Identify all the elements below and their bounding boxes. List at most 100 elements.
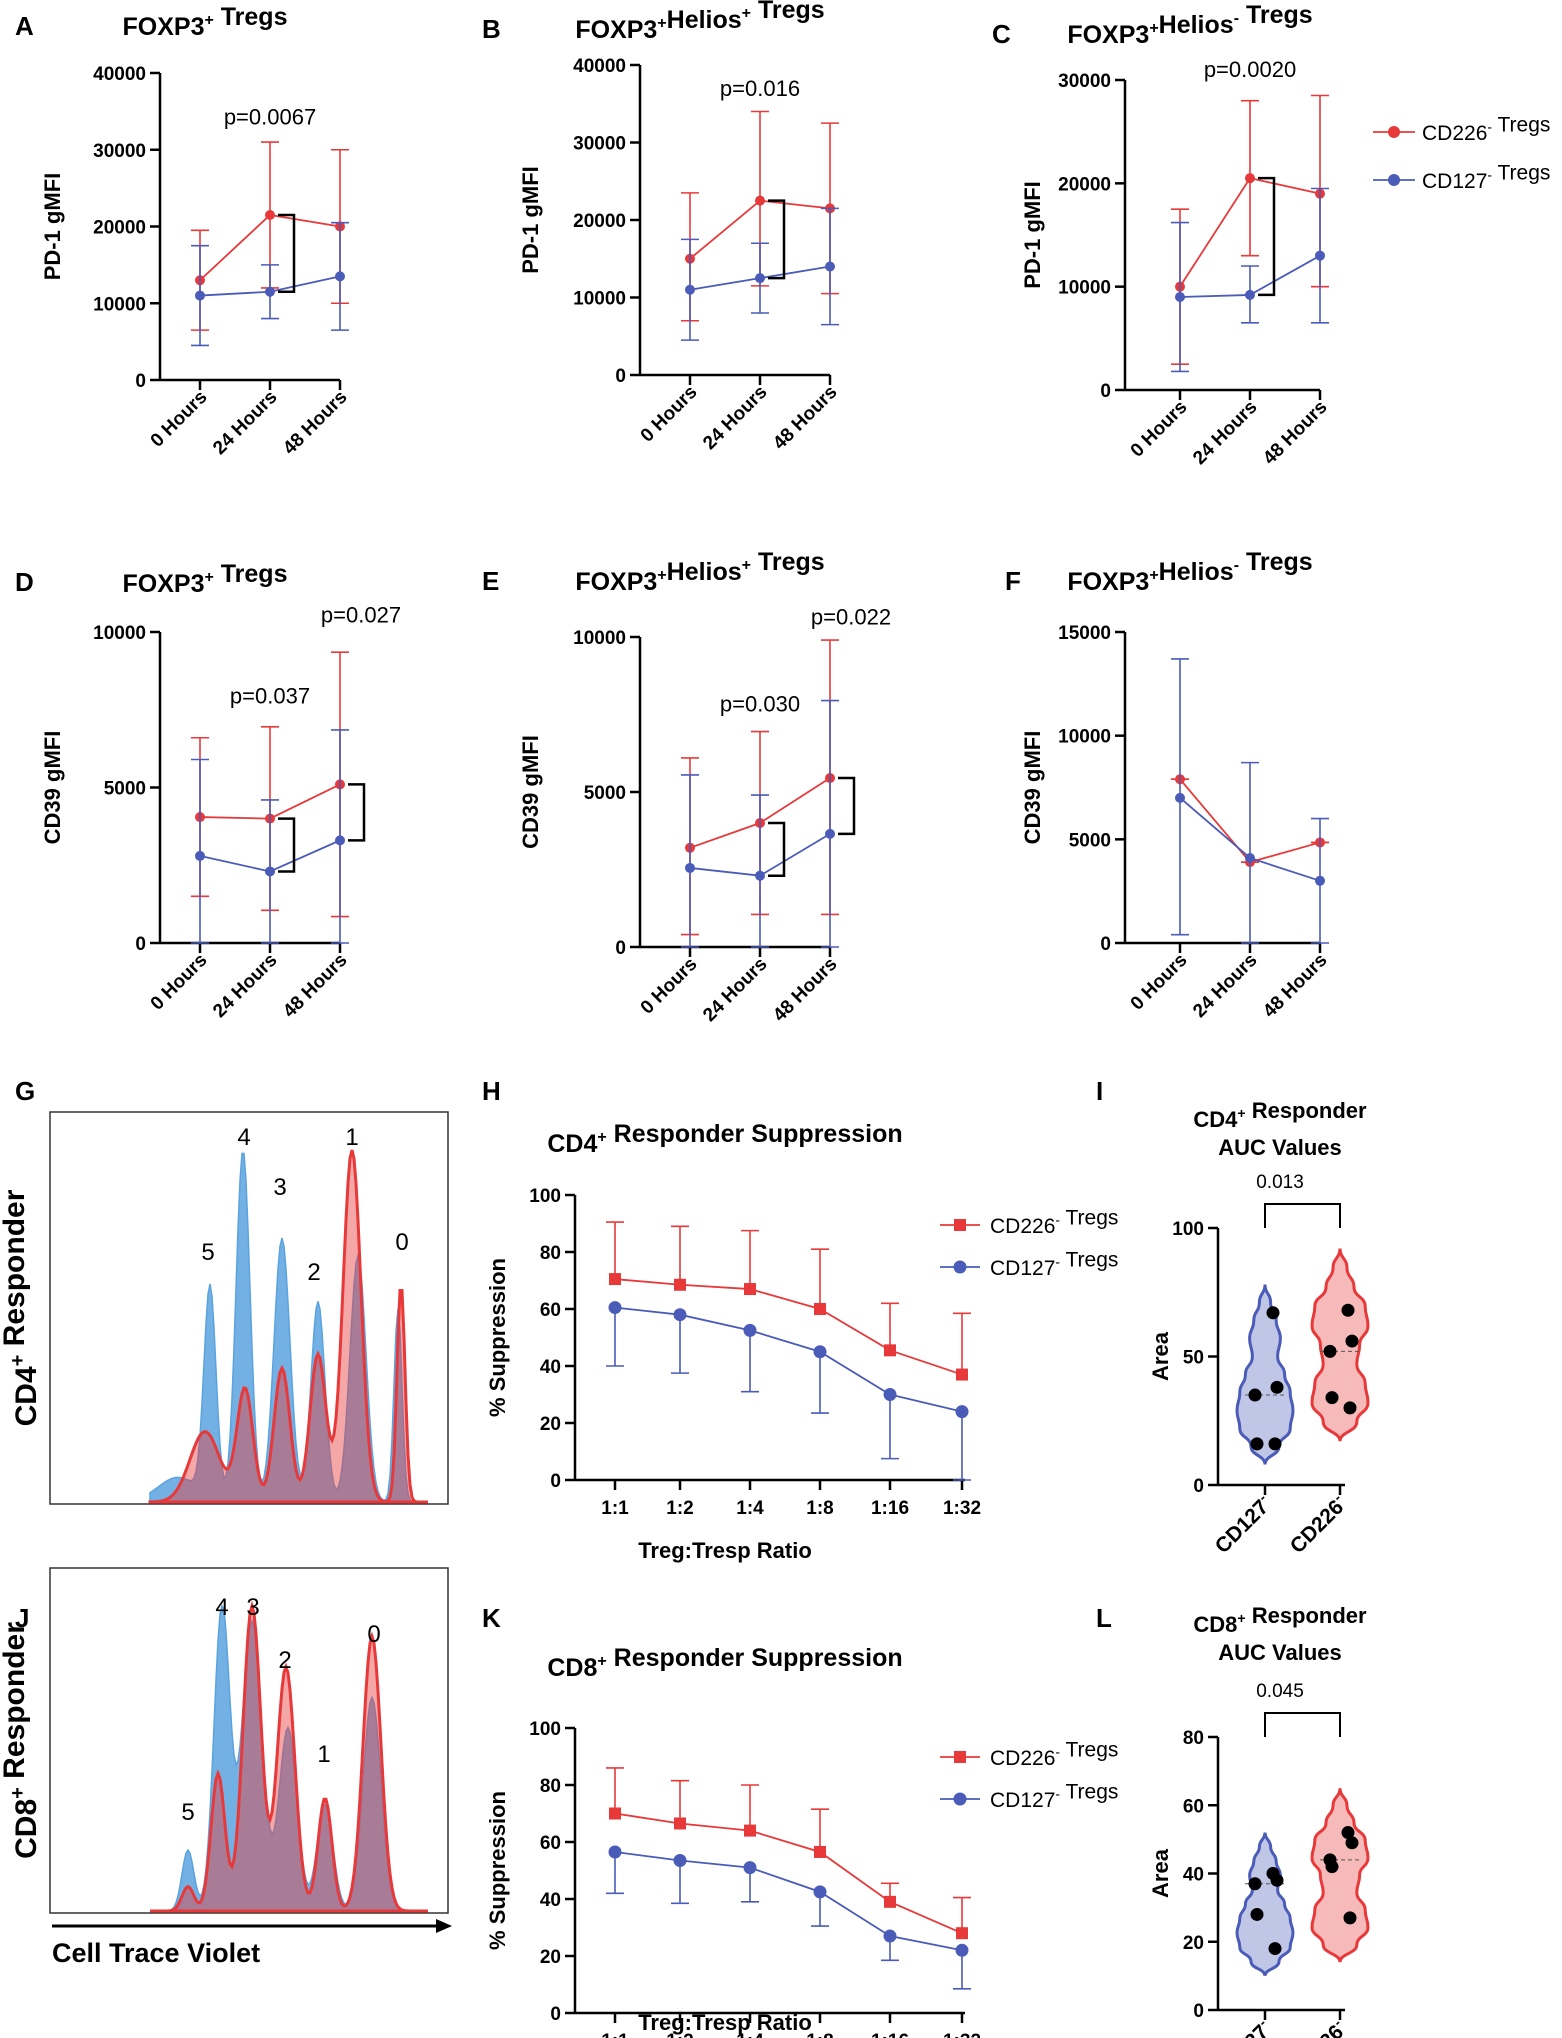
text-span: CD226 xyxy=(990,1747,1055,1770)
superscript: + xyxy=(597,1129,606,1146)
p-value-label: 0.045 xyxy=(1256,1681,1304,1702)
superscript: + xyxy=(204,12,213,29)
superscript: - xyxy=(1487,119,1492,135)
x-tick-label: 1:1 xyxy=(601,1498,629,1519)
text-span: CD127 xyxy=(990,1789,1055,1812)
chart-title: FOXP3+Helios+ Tregs xyxy=(575,548,824,596)
superscript: + xyxy=(742,5,751,22)
superscript: - xyxy=(1055,1744,1060,1760)
superscript: + xyxy=(1149,567,1158,584)
superscript: + xyxy=(1237,1610,1245,1626)
data-point xyxy=(1250,1907,1264,1921)
significance-bracket xyxy=(768,199,786,280)
data-point xyxy=(1315,250,1325,261)
series-blue xyxy=(191,729,349,944)
peak-label: 3 xyxy=(246,1594,259,1621)
text-span: Tregs xyxy=(1239,1,1313,29)
legend-marker xyxy=(954,1751,966,1763)
p-value-label: p=0.037 xyxy=(230,684,310,709)
peak-label: 1 xyxy=(317,1741,330,1768)
data-point xyxy=(1245,852,1255,863)
data-point xyxy=(1268,1437,1282,1451)
significance-bracket xyxy=(1258,176,1276,297)
data-point xyxy=(883,1388,897,1401)
y-tick-label: 80 xyxy=(540,1776,561,1797)
y-tick-label: 5000 xyxy=(584,783,626,804)
panel-d: D 0 5000 10000 FOXP3+ Tregs CD39 gMFI 0 Hours2… xyxy=(15,560,401,1022)
y-tick-label: 0 xyxy=(135,371,146,392)
panel-letter: K xyxy=(482,1603,501,1633)
series-blue xyxy=(681,207,839,341)
data-point xyxy=(1341,1826,1355,1840)
text-span: % Suppression xyxy=(485,1258,510,1417)
text-span: Tregs xyxy=(1492,162,1550,185)
legend-label: CD127- Tregs xyxy=(1422,162,1550,193)
data-point xyxy=(1250,1437,1264,1451)
data-point xyxy=(884,1895,896,1908)
legend-label: CD226- Tregs xyxy=(1422,114,1550,145)
legend-marker xyxy=(1388,174,1400,186)
x-axis-label: Treg:Tresp Ratio xyxy=(638,1538,812,1563)
text-span: Tregs xyxy=(214,560,288,588)
y-tick-label: 0 xyxy=(1193,2001,1204,2022)
data-point xyxy=(755,870,765,881)
panel-k: K 0 20 40 60 80 100 CD8+ Responder Suppression%… xyxy=(482,1603,1118,2038)
histogram-red xyxy=(148,1149,428,1504)
data-point xyxy=(956,1927,968,1940)
top-legend: CD226- Tregs CD127- Tregs xyxy=(1373,114,1550,193)
y-tick-label: 40000 xyxy=(573,56,626,77)
peak-label: 0 xyxy=(395,1229,408,1256)
chart-title: FOXP3+Helios+ Tregs xyxy=(575,0,824,44)
data-point xyxy=(744,1283,756,1296)
data-point xyxy=(1341,1303,1355,1317)
y-tick-label: 40 xyxy=(540,1890,561,1911)
legend-label: CD127- Tregs xyxy=(990,1249,1118,1280)
data-point xyxy=(1323,1344,1337,1358)
violin-blue xyxy=(1235,1832,1295,1977)
y-tick-label: 10000 xyxy=(573,628,626,649)
text-span: Helios xyxy=(667,558,742,586)
y-tick-label: 0 xyxy=(550,1471,561,1492)
data-point xyxy=(673,1854,687,1868)
y-tick-label: 20 xyxy=(1183,1933,1204,1954)
text-span: CD8 xyxy=(10,1799,43,1859)
y-tick-label: 80 xyxy=(540,1243,561,1264)
data-point xyxy=(685,862,695,873)
text-span: Tregs xyxy=(1060,1249,1118,1272)
text-span: CD4 xyxy=(10,1366,43,1426)
significance-bracket xyxy=(278,213,296,293)
panel-l: L 0 20 40 60 80 CD8+ Responder AUC Values Area 0.… xyxy=(1096,1603,1370,2038)
data-point xyxy=(1315,875,1325,886)
superscript: - xyxy=(1055,1786,1060,1802)
p-value-label: p=0.022 xyxy=(811,605,891,630)
data-point xyxy=(1343,1401,1357,1415)
x-tick-label: 24 Hours xyxy=(699,954,771,1026)
text-span: PD-1 gMFI xyxy=(1020,181,1045,289)
y-tick-label: 60 xyxy=(540,1833,561,1854)
violin-shape xyxy=(1310,1248,1370,1442)
chart-title: CD8+ Responder Suppression xyxy=(547,1644,902,1682)
x-tick-label: 1:8 xyxy=(806,2031,833,2038)
y-tick-label: 10000 xyxy=(1058,278,1111,299)
p-value-label: p=0.027 xyxy=(321,603,401,628)
y-tick-label: 0 xyxy=(1100,934,1111,955)
y-tick-label: 100 xyxy=(1172,1219,1204,1240)
data-point xyxy=(1248,1877,1262,1891)
x-tick-label: 0 Hours xyxy=(637,382,702,447)
data-point xyxy=(265,209,275,220)
superscript: + xyxy=(742,557,751,574)
significance-bracket xyxy=(1264,1712,1341,1737)
y-axis-label: CD39 gMFI xyxy=(40,731,65,845)
superscript: + xyxy=(597,1653,606,1670)
data-point xyxy=(1325,1860,1339,1874)
text-span: Tregs xyxy=(1060,1781,1118,1804)
text-span: FOXP3 xyxy=(123,570,205,598)
data-point xyxy=(1270,1873,1284,1887)
series-line xyxy=(614,1278,963,1376)
x-tick-label: 24 Hours xyxy=(1189,397,1261,469)
text-span: CD127 xyxy=(990,1257,1055,1280)
